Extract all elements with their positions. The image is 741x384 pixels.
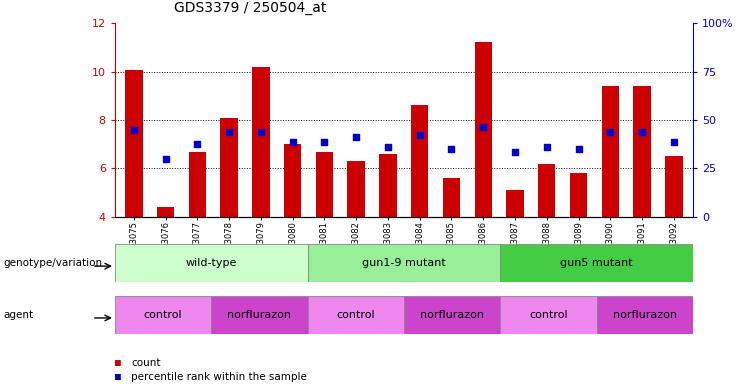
Bar <box>308 296 404 334</box>
Bar <box>602 86 619 217</box>
Text: agent: agent <box>4 310 34 320</box>
Bar <box>411 106 428 217</box>
Point <box>191 141 203 147</box>
Point <box>668 139 679 145</box>
Point <box>509 149 521 155</box>
Point <box>605 129 617 135</box>
Bar <box>316 152 333 217</box>
Point <box>287 139 299 145</box>
Point <box>350 134 362 140</box>
Bar <box>597 296 693 334</box>
Bar <box>115 296 211 334</box>
Bar <box>221 118 238 217</box>
Text: control: control <box>336 310 375 320</box>
Bar <box>506 190 524 217</box>
Text: norflurazon: norflurazon <box>420 310 484 320</box>
Text: percentile rank within the sample: percentile rank within the sample <box>131 372 307 382</box>
Bar <box>252 67 270 217</box>
Bar <box>211 296 308 334</box>
Text: genotype/variation: genotype/variation <box>4 258 103 268</box>
Bar <box>284 144 302 217</box>
Text: norflurazon: norflurazon <box>227 310 291 320</box>
Text: gun1-9 mutant: gun1-9 mutant <box>362 258 446 268</box>
Point <box>541 144 553 150</box>
Text: count: count <box>131 358 161 368</box>
Text: gun5 mutant: gun5 mutant <box>560 258 633 268</box>
Point <box>382 144 394 150</box>
Text: ■: ■ <box>115 372 121 382</box>
Bar <box>474 43 492 217</box>
Point <box>477 124 489 130</box>
Text: control: control <box>529 310 568 320</box>
Bar <box>157 207 174 217</box>
Point <box>445 146 457 152</box>
Text: norflurazon: norflurazon <box>613 310 677 320</box>
Bar <box>125 70 142 217</box>
Point <box>128 127 140 133</box>
Bar <box>308 244 500 282</box>
Text: control: control <box>144 310 182 320</box>
Bar <box>500 296 597 334</box>
Point <box>413 131 425 137</box>
Bar <box>189 152 206 217</box>
Text: wild-type: wild-type <box>185 258 237 268</box>
Bar <box>379 154 396 217</box>
Point <box>223 129 235 135</box>
Bar <box>538 164 556 217</box>
Bar <box>348 161 365 217</box>
Bar <box>115 244 308 282</box>
Bar <box>404 296 500 334</box>
Point <box>160 156 172 162</box>
Point <box>636 129 648 135</box>
Text: GDS3379 / 250504_at: GDS3379 / 250504_at <box>174 2 327 15</box>
Bar <box>500 244 693 282</box>
Point <box>573 146 585 152</box>
Bar <box>442 178 460 217</box>
Bar <box>634 86 651 217</box>
Text: ■: ■ <box>115 358 121 368</box>
Bar <box>570 173 587 217</box>
Bar <box>665 156 682 217</box>
Point <box>319 139 330 145</box>
Point <box>255 129 267 135</box>
